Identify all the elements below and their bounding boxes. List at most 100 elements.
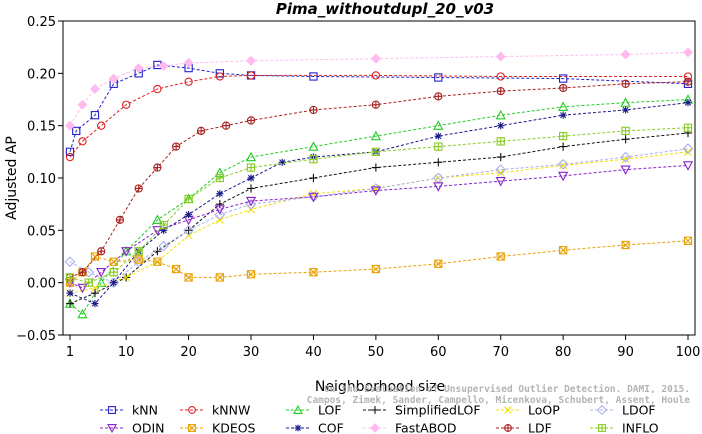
data-point [153,257,162,266]
y-tick-label: −0.05 [16,329,56,344]
data-point [495,109,506,120]
legend-marker [188,424,196,432]
data-point [89,84,100,95]
data-point [309,72,318,81]
data-point [109,268,118,277]
data-point [496,137,505,146]
data-point [309,105,318,115]
data-point [134,255,143,264]
data-point [121,247,132,257]
watermark-line-2: Campos, Zimek, Sander, Campello, Micenko… [307,395,690,406]
series-line [69,240,689,284]
data-point [185,211,193,219]
data-point [495,51,506,62]
data-point [215,72,224,81]
data-point [158,240,170,252]
data-point [558,171,569,182]
data-point [433,182,444,192]
series-line [69,64,689,152]
data-point [559,246,568,255]
data-point [90,252,100,261]
data-point [371,264,381,274]
data-point [683,123,693,132]
series-line [69,151,689,294]
data-point [559,161,568,170]
data-point [65,299,75,308]
legend-label: kNN [132,403,158,418]
data-point [78,268,87,277]
y-tick-label: 0.15 [27,120,56,135]
data-point [309,268,318,277]
data-point [308,141,319,151]
legend-marker [188,406,196,414]
legend-item-kdeos: KDEOS [180,421,256,434]
x-tick-label: 100 [676,345,701,360]
data-point [108,73,119,84]
data-point [683,236,693,245]
data-point [245,196,257,207]
data-point [682,47,694,58]
x-tick-label: 90 [617,345,634,360]
data-point [184,194,193,204]
data-point [65,273,75,282]
data-point [133,63,144,74]
data-point [278,158,286,166]
series-knnw [65,71,693,162]
data-point [84,278,93,287]
series-line [69,81,689,278]
legend-item-cof: COF [286,421,344,434]
y-tick-label: 0.05 [27,224,56,239]
data-point [66,289,74,297]
data-point [246,184,256,193]
data-point [216,190,224,198]
legend-label: kNNW [212,403,250,418]
data-point [152,214,163,225]
series-line [69,74,688,158]
data-point [246,116,256,125]
data-point [152,226,163,236]
series-lof [64,94,694,319]
data-point [77,99,88,110]
data-point [159,220,168,230]
legend-label: LDOF [622,403,656,418]
x-tick-label: 10 [118,345,135,360]
data-point [214,209,226,221]
x-tick-label: 1 [66,345,74,360]
legend-item-ldf: LDF [496,421,552,434]
data-point [153,84,162,94]
data-point [309,173,318,183]
data-point [90,111,100,120]
data-point [115,215,125,225]
series-kdeos [65,236,693,287]
legend-label: INFLO [622,421,659,434]
y-tick-label: 0.25 [27,15,56,30]
legend-item-fastabod: FastABOD [363,421,457,434]
data-point [72,126,81,136]
legend-item-loop: LoOP [496,403,560,418]
data-point [158,60,169,72]
data-point [496,252,505,261]
y-axis: −0.05 0.00 0.05 0.10 0.15 0.20 0.25 [16,15,63,344]
series-odin [64,161,694,294]
series-line [69,148,689,284]
data-point [434,132,442,140]
data-point [371,100,381,109]
x-tick-label: 20 [180,345,197,360]
legend-marker [294,424,302,432]
legend-marker [108,406,116,414]
data-point [433,120,444,130]
y-tick-label: 0.10 [27,172,56,187]
data-point [496,72,505,81]
series-inflo [65,123,693,287]
y-tick-label: 0.00 [27,277,56,292]
data-point [245,198,257,210]
data-point [122,273,131,282]
chart-title: Pima_withoutdupl_20_v03 [276,0,494,18]
data-point [108,277,120,289]
series-layer [64,47,694,319]
data-point [559,111,567,119]
x-tick-label: 80 [555,345,572,360]
data-point [621,135,630,144]
legend-item-ldof: LDOF [590,403,656,418]
